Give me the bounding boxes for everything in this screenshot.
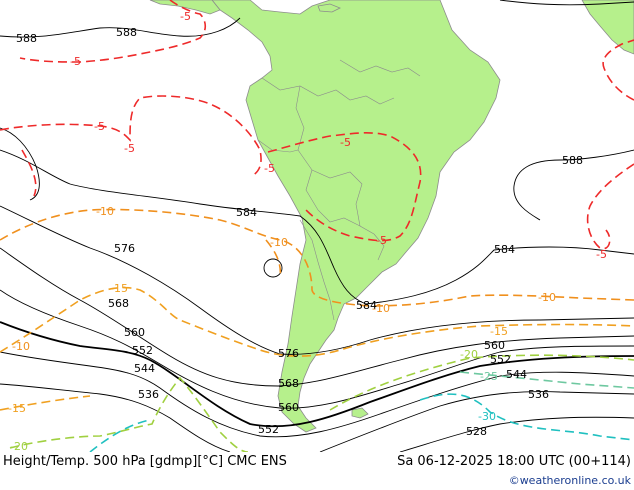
height-contours	[0, 0, 634, 452]
label-minus5: -5	[376, 234, 387, 247]
label-minus5: -5	[180, 10, 191, 23]
label-528: 528	[466, 425, 487, 438]
label-minus20: -20	[10, 440, 28, 452]
contour-536-east	[319, 391, 634, 452]
label-552: 552	[258, 423, 279, 436]
temp-minus25	[459, 371, 634, 389]
map-footer: Height/Temp. 500 hPa [gdmp][°C] CMC ENS …	[0, 452, 634, 490]
temp-minus10-loop	[265, 239, 282, 279]
map-title: Height/Temp. 500 hPa [gdmp][°C] CMC ENS	[3, 454, 287, 469]
africa-land	[581, 0, 634, 55]
temp-minus5-east2	[586, 163, 634, 250]
label-588: 588	[16, 32, 37, 45]
label-560: 560	[278, 401, 299, 414]
temp-minus5-east	[602, 39, 634, 101]
label-544: 544	[506, 368, 527, 381]
caribbean-island	[317, 3, 341, 13]
height-labels: 588 588 588 584 584 584 576 576 568 568 …	[16, 26, 583, 438]
label-minus10: -10	[12, 340, 30, 353]
temp-minus20-east	[329, 354, 634, 411]
land-layer	[149, 0, 634, 433]
label-minus5: -5	[94, 120, 105, 133]
label-552: 552	[132, 344, 153, 357]
temperature-contours	[0, 0, 634, 452]
label-576: 576	[278, 347, 299, 360]
temp-minus5-sa	[267, 132, 422, 242]
label-minus15: -15	[490, 325, 508, 338]
label-588: 588	[562, 154, 583, 167]
contour-536	[0, 383, 231, 452]
contour-cutoff-low	[263, 258, 283, 278]
label-minus30: -30	[478, 410, 496, 423]
temp-minus15	[0, 286, 634, 357]
valid-time: Sa 06-12-2025 18:00 UTC (00+114)	[397, 454, 631, 469]
temp-minus5-left	[21, 149, 37, 197]
central-america-land	[149, 0, 221, 15]
contour-588-north	[0, 17, 241, 38]
country-borders	[257, 59, 421, 321]
label-536: 536	[138, 388, 159, 401]
label-588: 588	[116, 26, 137, 39]
temp-minus15-left	[0, 395, 91, 411]
label-minus20: -20	[460, 348, 478, 361]
contour-560	[0, 289, 634, 409]
south-america-land	[211, 0, 501, 433]
label-minus5: -5	[124, 142, 135, 155]
contour-528	[399, 416, 634, 452]
temp-minus20	[9, 376, 249, 452]
label-minus5: -5	[264, 162, 275, 175]
label-minus10: -10	[372, 302, 390, 315]
weather-map: 588 588 588 584 584 584 576 576 568 568 …	[0, 0, 634, 452]
site-credit[interactable]: ©weatheronline.co.uk	[508, 474, 631, 487]
label-544: 544	[134, 362, 155, 375]
label-552: 552	[490, 353, 511, 366]
label-minus10: -10	[538, 291, 556, 304]
label-576: 576	[114, 242, 135, 255]
label-minus25: -25	[480, 370, 498, 383]
temp-minus5-north	[19, 0, 207, 63]
label-536: 536	[528, 388, 549, 401]
label-560: 560	[124, 326, 145, 339]
contour-544	[0, 351, 634, 438]
label-584: 584	[494, 243, 515, 256]
label-minus15: -15	[110, 282, 128, 295]
label-584: 584	[356, 299, 377, 312]
falkland-islands	[351, 407, 369, 419]
label-minus5: -5	[596, 248, 607, 261]
label-568: 568	[278, 377, 299, 390]
contour-576	[0, 205, 634, 355]
temperature-labels: -5 -5 -5 -5 -5 -5 -5 -5 -10 -10 -10 -10 …	[8, 10, 607, 452]
temp-minus10	[0, 208, 634, 307]
label-minus10: -10	[96, 205, 114, 218]
label-568: 568	[108, 297, 129, 310]
label-minus5: -5	[340, 136, 351, 149]
label-minus5: -5	[70, 55, 81, 68]
label-minus10: -10	[270, 236, 288, 249]
temp-minus5-mid	[0, 95, 262, 177]
label-minus15: -15	[8, 402, 26, 415]
contour-584-east	[365, 246, 634, 305]
label-584: 584	[236, 206, 257, 219]
contour-584	[0, 149, 367, 305]
contour-588-east	[499, 0, 634, 6]
contour-552	[0, 321, 634, 428]
temp-minus30	[89, 393, 634, 452]
label-560: 560	[484, 339, 505, 352]
contour-588-east2	[513, 149, 634, 221]
contour-568	[0, 247, 634, 387]
